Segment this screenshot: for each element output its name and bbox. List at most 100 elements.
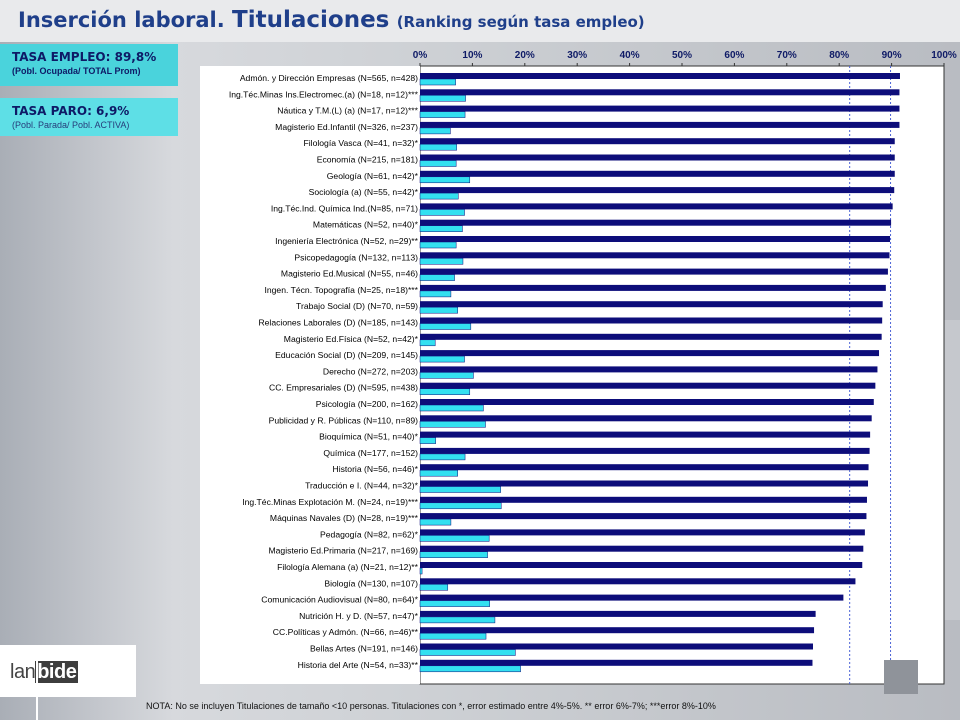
category-label: Admón. y Dirección Empresas (N=565, n=42… bbox=[240, 73, 418, 83]
bar-paro bbox=[419, 616, 496, 624]
logo-text: lan bide bbox=[10, 661, 79, 684]
bar-paro bbox=[419, 535, 490, 542]
x-tick-label: 80% bbox=[829, 50, 849, 61]
kpi-paro-subtitle: (Pobl. Parada/ Pobl. ACTIVA) bbox=[12, 120, 130, 130]
category-label: Relaciones Laborales (D) (N=185, n=143) bbox=[258, 318, 418, 328]
category-label: Magisterio Ed.Infantil (N=326, n=237) bbox=[275, 122, 418, 132]
bar-empleo bbox=[420, 480, 869, 487]
bar-empleo bbox=[420, 496, 867, 503]
bar-paro bbox=[419, 306, 458, 314]
category-label: Magisterio Ed.Primaria (N=217, n=169) bbox=[268, 546, 418, 556]
category-label: Economía (N=215, n=181) bbox=[317, 155, 418, 165]
bar-empleo bbox=[420, 89, 900, 96]
bar-empleo bbox=[420, 317, 883, 324]
bar-paro bbox=[419, 241, 457, 249]
bar-paro bbox=[419, 225, 463, 232]
category-label: Ing.Téc.Minas Explotación M. (N=24, n=19… bbox=[242, 497, 418, 507]
category-label: Filología Alemana (a) (N=21, n=12)** bbox=[277, 562, 419, 572]
bar-empleo bbox=[420, 187, 895, 194]
bar-paro bbox=[419, 95, 466, 102]
x-tick-label: 50% bbox=[672, 50, 692, 61]
category-label: Ingen. Técn. Topografía (N=25, n=18)*** bbox=[264, 285, 418, 295]
bar-paro bbox=[419, 323, 472, 330]
bar-empleo bbox=[420, 138, 895, 145]
x-tick-label: 70% bbox=[777, 50, 797, 61]
category-label: Bellas Artes (N=191, n=146) bbox=[310, 644, 418, 654]
bar-paro bbox=[419, 355, 465, 363]
bar-paro bbox=[419, 78, 456, 86]
bar-empleo bbox=[420, 366, 878, 373]
decorative-square bbox=[884, 660, 918, 694]
bar-paro bbox=[419, 518, 452, 526]
bar-paro bbox=[419, 192, 459, 200]
kpi-paro-title: TASA PARO: 6,9% bbox=[12, 104, 130, 118]
bar-empleo bbox=[420, 464, 869, 471]
bar-empleo bbox=[420, 399, 874, 405]
bar-paro bbox=[419, 649, 516, 656]
bar-paro bbox=[419, 258, 464, 265]
bar-empleo bbox=[420, 170, 895, 177]
bar-paro bbox=[419, 274, 455, 281]
bar-paro bbox=[419, 567, 423, 575]
category-label: Geología (N=61, n=42)* bbox=[327, 171, 419, 181]
bar-paro bbox=[419, 176, 471, 184]
bar-empleo bbox=[420, 627, 815, 634]
bar-paro bbox=[419, 421, 486, 428]
category-label: Psicología (N=200, n=162) bbox=[316, 399, 418, 409]
bar-empleo bbox=[420, 578, 856, 585]
bar-empleo bbox=[420, 236, 891, 242]
category-label: Psicopedagogía (N=132, n=113) bbox=[294, 252, 418, 262]
bar-paro bbox=[419, 372, 474, 379]
bar-paro bbox=[419, 600, 490, 607]
bar-empleo bbox=[420, 562, 863, 568]
bar-empleo bbox=[420, 219, 892, 226]
bar-empleo bbox=[420, 643, 813, 650]
category-label: Ing.Téc.Minas Ins.Electromec.(a) (N=18, … bbox=[229, 89, 419, 99]
title-part3: (Ranking según tasa empleo) bbox=[396, 13, 645, 31]
bar-paro bbox=[419, 339, 436, 347]
bar-empleo bbox=[420, 333, 882, 340]
category-label: Náutica y T.M.(L) (a) (N=17, n=12)*** bbox=[277, 106, 418, 116]
category-label: Magisterio Ed.Física (N=52, n=42)* bbox=[284, 334, 419, 344]
category-label: Publicidad y R. Públicas (N=110, n=89) bbox=[269, 415, 418, 425]
bar-empleo bbox=[420, 594, 844, 601]
bar-empleo bbox=[420, 284, 886, 291]
bar-empleo bbox=[420, 545, 864, 552]
page-title: Inserción laboral. Titulaciones (Ranking… bbox=[18, 7, 645, 33]
bar-empleo bbox=[420, 105, 900, 112]
x-tick-label: 60% bbox=[724, 50, 744, 61]
bar-paro bbox=[419, 551, 488, 558]
x-tick-label: 10% bbox=[462, 50, 482, 61]
category-label: Pedagogía (N=82, n=62)* bbox=[320, 529, 419, 539]
bar-empleo bbox=[420, 529, 865, 536]
bar-empleo bbox=[420, 659, 813, 666]
category-label: CC.Políticas y Admón. (N=66, n=46)** bbox=[273, 627, 419, 637]
x-tick-label: 20% bbox=[515, 50, 535, 61]
bar-empleo bbox=[420, 252, 890, 259]
bar-empleo bbox=[420, 121, 900, 128]
bar-empleo bbox=[420, 447, 870, 454]
title-part1: Inserción laboral. bbox=[18, 8, 225, 32]
category-label: Trabajo Social (D) (N=70, n=59) bbox=[296, 301, 418, 311]
bar-paro bbox=[419, 453, 466, 461]
category-label: Nutrición H. y D. (N=57, n=47)* bbox=[299, 611, 419, 621]
category-label: Máquinas Navales (D) (N=28, n=19)*** bbox=[270, 513, 419, 523]
bar-paro bbox=[419, 111, 466, 118]
bar-empleo bbox=[420, 382, 876, 389]
kpi-tasa-empleo: TASA EMPLEO: 89,8% (Pobl. Ocupada/ TOTAL… bbox=[0, 44, 178, 86]
category-label: Filología Vasca (N=41, n=32)* bbox=[304, 138, 419, 148]
category-label: Sociología (a) (N=55, n=42)* bbox=[309, 187, 419, 197]
x-tick-label: 90% bbox=[882, 50, 902, 61]
category-label: Ing.Téc.Ind. Química Ind.(N=85, n=71) bbox=[271, 203, 418, 213]
logo-text-lan: lan bbox=[10, 661, 36, 683]
category-label: Magisterio Ed.Musical (N=55, n=46) bbox=[281, 269, 418, 279]
bar-empleo bbox=[420, 73, 900, 79]
kpi-empleo-title: TASA EMPLEO: 89,8% bbox=[12, 50, 157, 64]
category-label: Educación Social (D) (N=209, n=145) bbox=[275, 350, 418, 360]
x-tick-label: 100% bbox=[931, 50, 957, 61]
category-label: Derecho (N=272, n=203) bbox=[323, 366, 418, 376]
bar-empleo bbox=[420, 415, 872, 422]
category-label: Matemáticas (N=52, n=40)* bbox=[313, 220, 419, 230]
category-label: Biología (N=130, n=107) bbox=[324, 578, 418, 588]
